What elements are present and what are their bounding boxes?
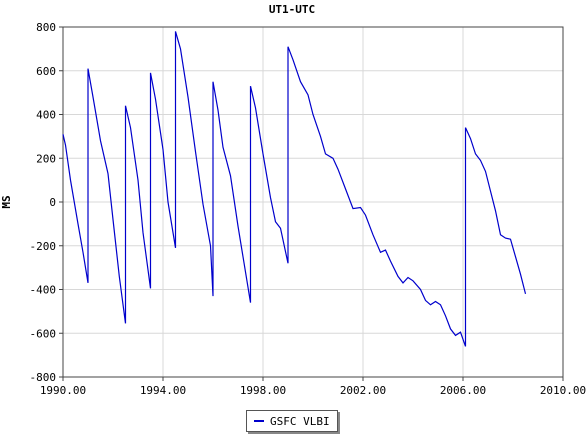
x-tick-label: 2006.00 [440,384,486,397]
chart-title: UT1-UTC [269,3,315,16]
y-tick-label: 200 [36,152,56,165]
legend: GSFC VLBI [246,410,338,432]
y-tick-label: -600 [30,327,57,340]
y-axis: 800 600 400 200 0 -200 -400 -600 -800 [30,21,63,384]
grid [62,26,564,378]
legend-swatch [254,420,264,422]
y-tick-label: 800 [36,21,56,34]
y-tick-label: -400 [30,284,57,297]
x-axis: 1990.00 1994.00 1998.00 2002.00 2006.00 2010.… [40,377,586,397]
y-tick-label: -200 [30,240,57,253]
series-line-gsfc-vlbi [62,31,527,347]
y-tick-label: 0 [49,196,56,209]
y-tick-label: 600 [36,65,56,78]
x-tick-label: 1990.00 [40,384,86,397]
y-tick-label: -800 [30,371,57,384]
y-tick-label: 400 [36,109,56,122]
y-axis-label: MS [0,195,13,208]
x-tick-label: 1998.00 [240,384,286,397]
x-tick-label: 2010.00 [540,384,586,397]
legend-label: GSFC VLBI [270,414,330,428]
x-tick-label: 1994.00 [140,384,186,397]
x-tick-label: 2002.00 [340,384,386,397]
